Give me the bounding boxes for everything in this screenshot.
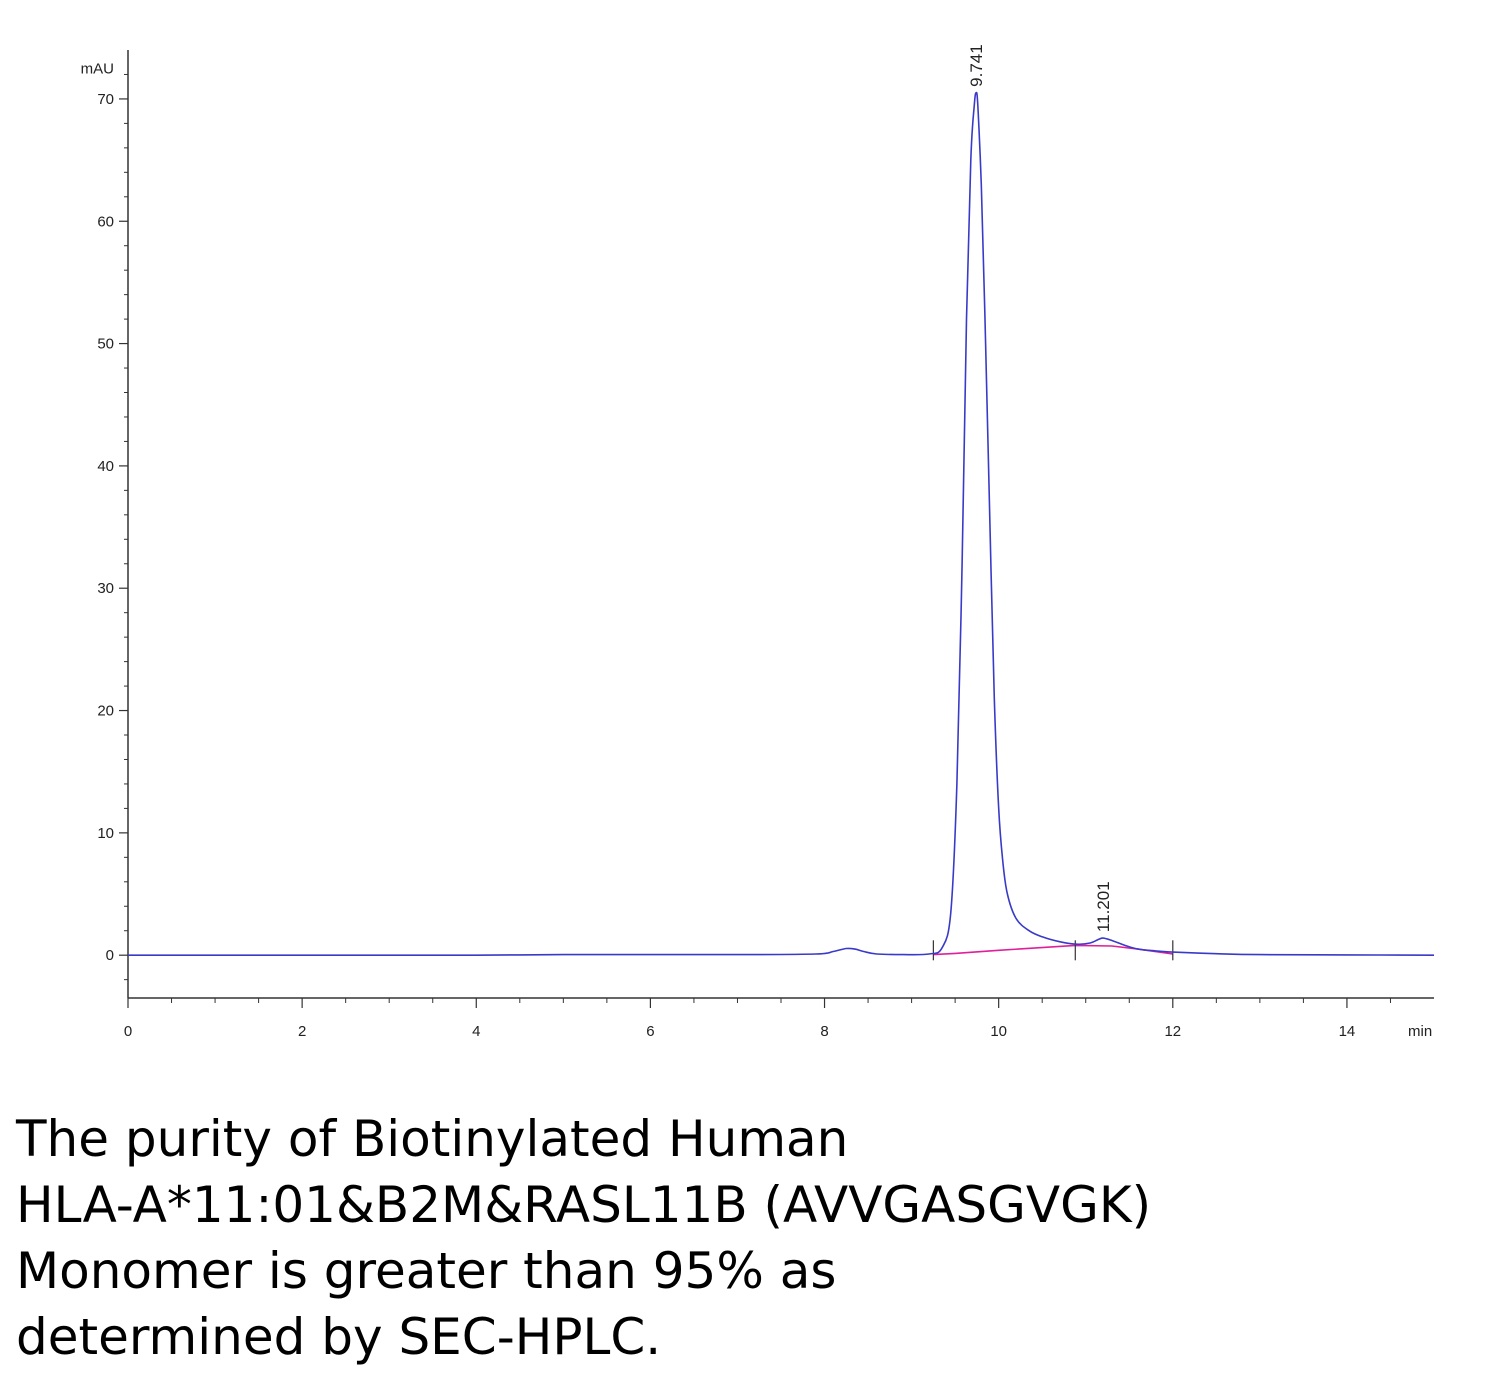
x-tick-label: 0	[124, 1023, 132, 1040]
y-tick-label: 20	[97, 703, 114, 720]
y-tick-label: 30	[97, 580, 114, 597]
x-axis-unit-label: min	[1408, 1023, 1432, 1040]
x-tick-label: 14	[1339, 1023, 1356, 1040]
chromatogram-chart: 0 10 20 30 40 50 60 70 mAU 0 2 4 6 8 10 12 14 min 9.741 11…	[81, 44, 1435, 1040]
caption-line-2: HLA-A*11:01&B2M&RASL11B (AVVGASGVGK)	[16, 1176, 1152, 1234]
y-axis-unit-label: mAU	[81, 60, 114, 77]
caption-line-1: The purity of Biotinylated Human	[16, 1110, 849, 1168]
signal-traces	[128, 91, 1435, 957]
peak-label: 9.741	[967, 44, 986, 87]
y-tick-label: 70	[97, 91, 114, 108]
x-tick-label: 12	[1164, 1023, 1181, 1040]
x-tick-label: 4	[472, 1023, 480, 1040]
x-tick-label: 2	[298, 1023, 306, 1040]
y-tick-label: 10	[97, 825, 114, 842]
caption-line-3: Monomer is greater than 95% as	[16, 1242, 837, 1300]
peak-labels: 9.741 11.201	[967, 44, 1113, 932]
y-tick-label: 60	[97, 213, 114, 230]
x-tick-label: 8	[820, 1023, 828, 1040]
caption-line-4: determined by SEC-HPLC.	[16, 1308, 662, 1366]
figure-caption: The purity of Biotinylated Human HLA-A*1…	[16, 1106, 1486, 1370]
chart-axes: 0 10 20 30 40 50 60 70 mAU 0 2 4 6 8 10 12 14 min	[81, 50, 1434, 1040]
y-tick-label: 40	[97, 458, 114, 475]
integration-baselines	[932, 940, 1174, 961]
y-tick-label: 50	[97, 336, 114, 353]
x-tick-label: 6	[646, 1023, 654, 1040]
signal-trace	[128, 91, 1435, 957]
integration-baseline	[933, 944, 1173, 956]
x-tick-label: 10	[990, 1023, 1007, 1040]
peak-label: 11.201	[1094, 881, 1113, 932]
y-tick-label: 0	[106, 947, 114, 964]
